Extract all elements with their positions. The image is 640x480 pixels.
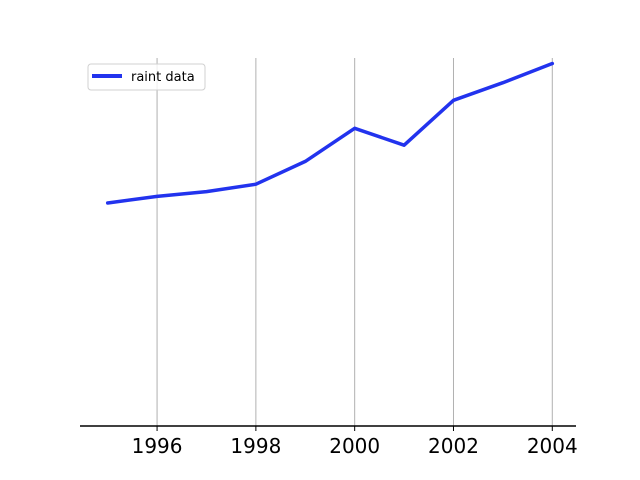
series-line [105, 61, 555, 205]
data-point [354, 127, 356, 129]
data-point [107, 202, 109, 204]
data-point [304, 160, 306, 162]
series-layer [105, 61, 555, 205]
data-point [502, 82, 504, 84]
data-point [452, 99, 454, 101]
data-point [156, 195, 158, 197]
data-point [551, 63, 553, 65]
x-tick-label: 2002 [428, 434, 479, 458]
x-tick-label: 2000 [329, 434, 380, 458]
data-point [255, 183, 257, 185]
x-tick-label: 2004 [527, 434, 578, 458]
x-tick-label: 1998 [230, 434, 281, 458]
data-point [205, 191, 207, 193]
grid-layer [156, 58, 553, 426]
legend-box [87, 63, 206, 91]
legend: raint data [87, 63, 206, 91]
x-tick-label: 1996 [132, 434, 183, 458]
legend-label: raint data [131, 70, 195, 85]
x-tick-layer: 1996 1998 2000 2002 2004 [132, 426, 578, 458]
data-point [403, 144, 405, 146]
